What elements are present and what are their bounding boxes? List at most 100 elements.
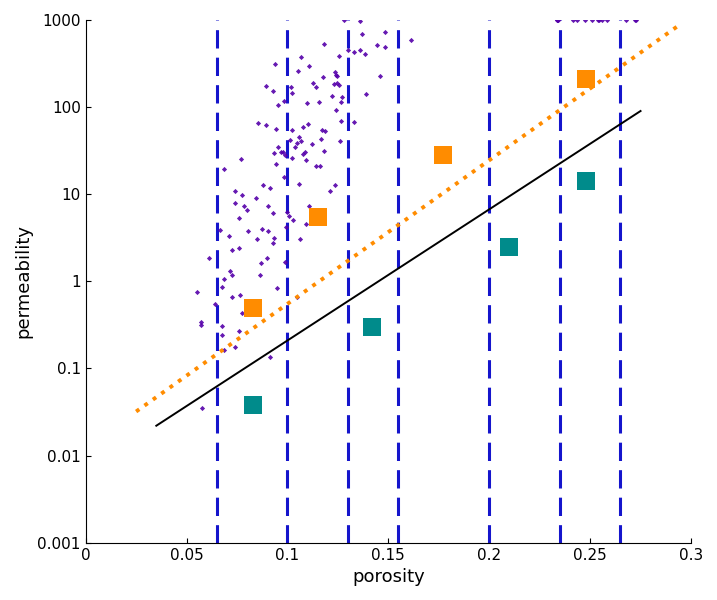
Point	[252, 118, 263, 127]
Point	[260, 120, 272, 130]
Point	[313, 212, 324, 221]
Point	[348, 117, 359, 127]
Point	[255, 258, 266, 268]
Point	[280, 257, 291, 266]
Point	[437, 151, 449, 160]
Point	[269, 233, 280, 243]
Point	[295, 53, 307, 62]
Point	[288, 215, 299, 225]
Point	[567, 15, 579, 25]
Point	[295, 234, 306, 244]
Point	[597, 15, 608, 25]
Point	[283, 211, 295, 221]
Point	[356, 29, 368, 39]
Point	[267, 86, 279, 96]
Point	[229, 187, 241, 196]
Point	[371, 40, 382, 50]
Point	[405, 35, 417, 44]
Point	[552, 15, 564, 25]
Point	[217, 283, 228, 292]
Point	[267, 208, 279, 218]
Point	[315, 161, 326, 170]
Point	[256, 224, 267, 234]
Point	[272, 142, 283, 152]
Point	[334, 136, 346, 146]
Point	[313, 97, 325, 107]
Point	[307, 139, 318, 149]
Point	[318, 146, 329, 156]
Point	[553, 15, 564, 25]
Point	[239, 201, 250, 211]
Point	[620, 15, 632, 25]
Point	[586, 15, 597, 25]
Point	[316, 125, 328, 135]
Point	[300, 219, 311, 229]
Point	[262, 227, 274, 236]
Point	[272, 100, 284, 110]
Point	[580, 74, 592, 84]
Point	[299, 148, 310, 157]
Point	[361, 89, 372, 98]
Point	[366, 322, 378, 332]
Point	[236, 308, 247, 318]
Point	[275, 147, 287, 157]
Point	[335, 97, 346, 106]
Point	[196, 317, 207, 326]
Point	[291, 138, 303, 148]
Point	[601, 15, 612, 25]
Point	[196, 320, 207, 330]
Point	[236, 190, 247, 200]
Point	[303, 202, 315, 211]
Point	[329, 67, 341, 77]
Point	[320, 126, 331, 136]
Point	[204, 253, 215, 263]
Point	[278, 96, 290, 106]
Point	[324, 186, 336, 196]
Point	[594, 15, 605, 25]
Point	[293, 179, 305, 189]
Point	[308, 79, 319, 88]
Point	[335, 116, 346, 125]
Y-axis label: permeability: permeability	[14, 224, 32, 338]
Point	[292, 66, 303, 76]
Point	[630, 15, 641, 25]
Point	[551, 15, 563, 25]
Point	[315, 134, 327, 143]
Point	[226, 270, 237, 280]
Point	[255, 270, 266, 280]
Point	[294, 133, 305, 142]
Point	[250, 193, 262, 203]
Point	[282, 207, 293, 217]
Point	[234, 326, 245, 336]
Point	[374, 71, 385, 80]
Point	[304, 61, 315, 71]
Point	[267, 238, 279, 248]
Point	[379, 42, 390, 52]
Point	[360, 49, 371, 58]
Point	[233, 243, 244, 253]
Point	[270, 124, 282, 134]
Point	[269, 59, 280, 69]
Point	[286, 153, 298, 163]
Point	[328, 79, 340, 89]
Point	[318, 40, 330, 49]
Point	[218, 274, 229, 283]
Point	[264, 183, 275, 193]
Point	[342, 45, 353, 55]
Point	[257, 181, 269, 190]
Point	[326, 92, 338, 101]
Point	[303, 119, 314, 129]
Point	[379, 27, 391, 37]
Point	[297, 149, 308, 158]
Point	[241, 206, 252, 215]
Point	[271, 283, 282, 293]
Point	[218, 346, 229, 355]
Point	[234, 290, 246, 300]
Point	[333, 80, 344, 90]
Point	[277, 147, 289, 157]
Point	[262, 201, 274, 211]
Point	[336, 92, 348, 101]
Point	[287, 125, 298, 134]
Point	[630, 15, 642, 25]
Point	[261, 253, 272, 263]
